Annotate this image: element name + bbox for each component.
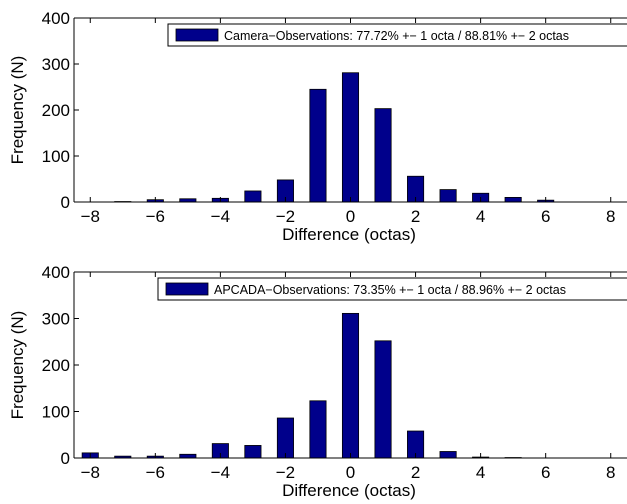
chart-panel-1: −8 −6 −4 −2 0 2 4 6 8 0 100 200 300 400 Difference (oc… xyxy=(8,9,627,244)
y-tick-label: 300 xyxy=(42,310,70,329)
y-tick-label: 200 xyxy=(42,356,70,375)
x-tick-label: 2 xyxy=(411,463,420,482)
x-tick-label: 4 xyxy=(476,207,485,226)
legend-swatch xyxy=(176,29,218,41)
y-axis-label: Frequency (N) xyxy=(8,311,27,420)
bar--5 xyxy=(180,454,196,458)
legend-label: APCADA−Observations: 73.35% +− 1 octa / … xyxy=(214,283,566,297)
y-tick-label: 100 xyxy=(42,403,70,422)
x-tick-label: 8 xyxy=(606,463,615,482)
bar-3 xyxy=(440,190,456,202)
bar--3 xyxy=(245,445,261,458)
x-tick-label: −6 xyxy=(146,207,165,226)
legend: Camera−Observations: 77.72% +− 1 octa / … xyxy=(168,24,627,46)
y-tick-label: 200 xyxy=(42,101,70,120)
x-tick-label: 0 xyxy=(346,463,355,482)
legend: APCADA−Observations: 73.35% +− 1 octa / … xyxy=(158,278,627,300)
legend-swatch xyxy=(166,283,208,295)
x-tick-label: −4 xyxy=(211,463,230,482)
x-tick-label: 6 xyxy=(541,207,550,226)
bar--2 xyxy=(277,418,293,458)
x-tick-label: 0 xyxy=(346,207,355,226)
x-tick-label: −8 xyxy=(81,207,100,226)
bar-1 xyxy=(375,109,391,202)
bar-3 xyxy=(440,451,456,458)
y-tick-label: 100 xyxy=(42,147,70,166)
x-tick-label: −2 xyxy=(276,207,295,226)
bar-0 xyxy=(342,73,358,202)
y-tick-label: 0 xyxy=(61,193,70,212)
legend-label: Camera−Observations: 77.72% +− 1 octa / … xyxy=(224,29,569,43)
y-tick-label: 0 xyxy=(61,449,70,468)
bar--1 xyxy=(310,89,326,202)
bar--3 xyxy=(245,191,261,202)
y-tick-label: 300 xyxy=(42,55,70,74)
x-tick-label: −4 xyxy=(211,207,230,226)
x-tick-label: 4 xyxy=(476,463,485,482)
x-tick-label: −8 xyxy=(81,463,100,482)
x-tick-label: 6 xyxy=(541,463,550,482)
x-axis-label: Difference (octas) xyxy=(282,481,416,500)
y-tick-label: 400 xyxy=(42,9,70,28)
x-tick-label: 8 xyxy=(606,207,615,226)
y-tick-label: 400 xyxy=(42,263,70,282)
bar-5 xyxy=(505,197,521,202)
x-axis-label: Difference (octas) xyxy=(282,225,416,244)
bar-0 xyxy=(342,313,358,458)
x-tick-label: −2 xyxy=(276,463,295,482)
y-axis-label: Frequency (N) xyxy=(8,56,27,165)
x-tick-label: −6 xyxy=(146,463,165,482)
bar-1 xyxy=(375,341,391,458)
chart-panel-2: −8 −6 −4 −2 0 2 4 6 8 0 100 200 300 400 Difference (oc… xyxy=(8,263,627,500)
bar--1 xyxy=(310,401,326,458)
x-tick-label: 2 xyxy=(411,207,420,226)
